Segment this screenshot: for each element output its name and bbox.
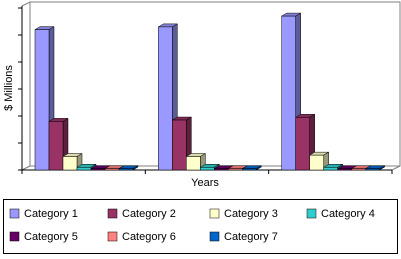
legend-swatch [9, 208, 20, 219]
legend-swatch [107, 208, 118, 219]
bar [351, 168, 366, 171]
bar [118, 168, 134, 171]
legend-label: Category 3 [224, 208, 278, 220]
bar [323, 167, 338, 171]
bar [295, 117, 310, 171]
x-axis-label: Years [191, 177, 219, 189]
legend-swatch [306, 208, 317, 219]
bar [104, 168, 120, 171]
bar [337, 168, 352, 171]
legend-label: Category 6 [122, 231, 176, 243]
legend-label: Category 7 [224, 231, 278, 243]
legend-swatch [209, 208, 220, 219]
legend-label: Category 5 [24, 231, 78, 243]
legend-box [3, 199, 398, 254]
legend-label: Category 1 [24, 208, 78, 220]
bar [200, 167, 215, 171]
back-wall [29, 1, 401, 167]
y-axis-label: $ Millions [3, 65, 15, 111]
side-wall [21, 1, 31, 171]
bar [34, 29, 50, 171]
bar [242, 168, 257, 171]
legend-label: Category 2 [122, 208, 176, 220]
bar [186, 156, 201, 171]
bar [62, 156, 78, 171]
legend-swatch [9, 231, 20, 242]
legend-label: Category 4 [321, 208, 375, 220]
bar [76, 167, 92, 171]
bar [228, 168, 243, 171]
legend-swatch [107, 231, 118, 242]
legend-swatch [209, 231, 220, 242]
bar [48, 121, 64, 171]
bar [214, 168, 229, 171]
bar [365, 168, 380, 171]
bar [90, 168, 106, 171]
bar [172, 119, 187, 171]
bar [158, 26, 173, 171]
bar [281, 15, 296, 171]
bar [309, 154, 324, 171]
